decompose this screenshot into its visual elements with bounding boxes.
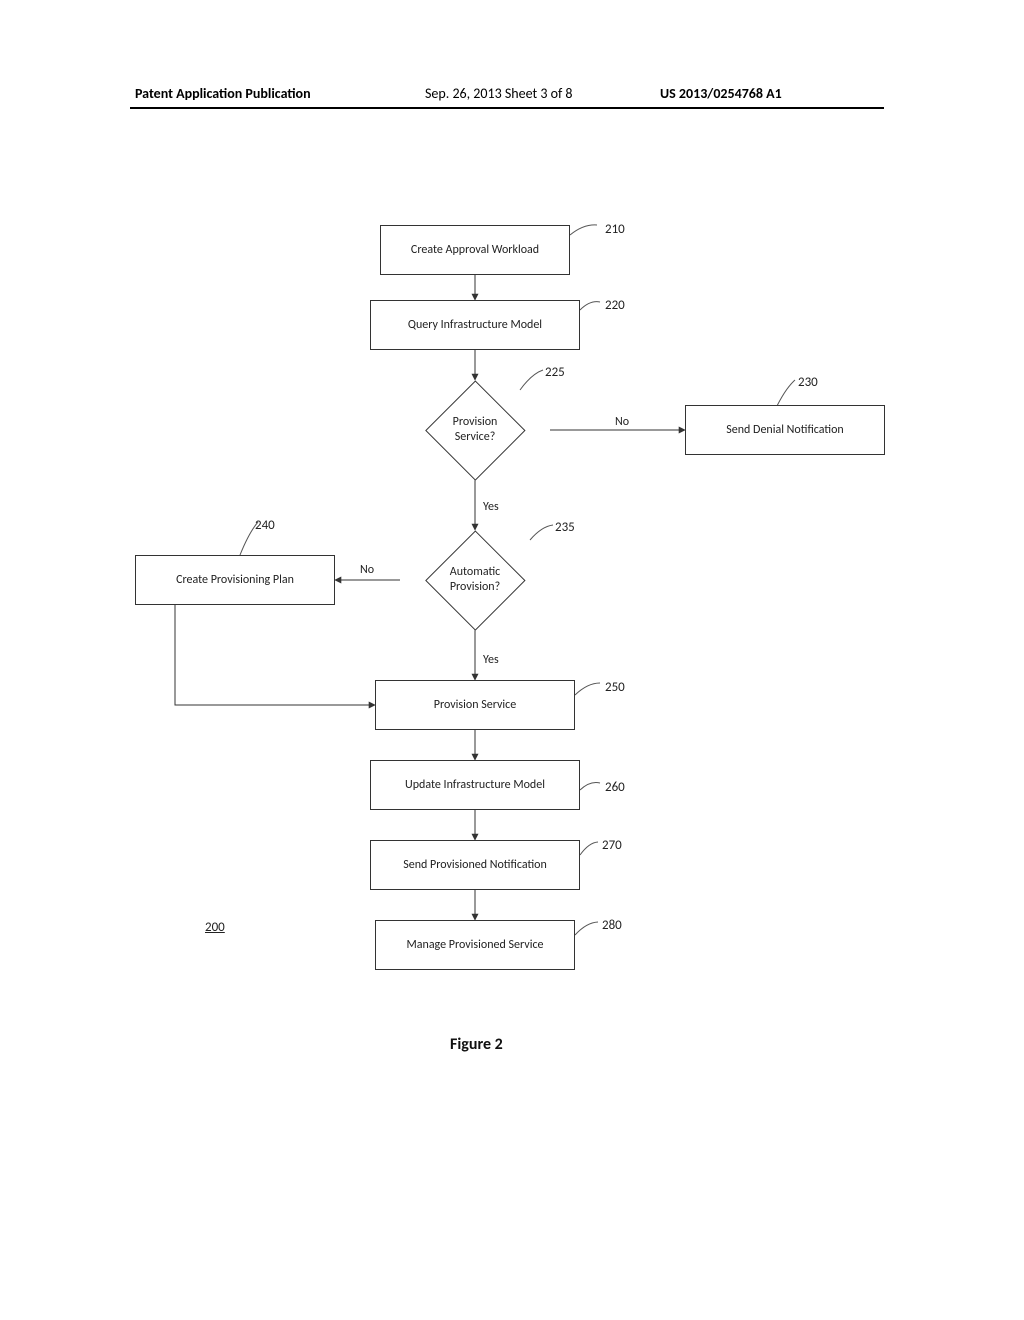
node-n230: Send Denial Notification — [685, 405, 885, 455]
header-mid: Sep. 26, 2013 Sheet 3 of 8 — [425, 85, 573, 102]
ref-tick-260 — [580, 782, 600, 790]
ref-220: 220 — [605, 298, 625, 313]
node-n220: Query Infrastructure Model — [370, 300, 580, 350]
page-ref-number: 200 — [205, 920, 225, 935]
node-label-d225: ProvisionService? — [453, 415, 498, 445]
ref-225: 225 — [545, 365, 565, 380]
page-root: Patent Application Publication Sep. 26, … — [0, 0, 1024, 1320]
ref-250: 250 — [605, 680, 625, 695]
ref-260: 260 — [605, 780, 625, 795]
edge-6 — [175, 605, 375, 705]
ref-tick-220 — [580, 302, 600, 310]
ref-tick-250 — [575, 683, 600, 695]
ref-280: 280 — [602, 918, 622, 933]
ref-270: 270 — [602, 838, 622, 853]
header-left: Patent Application Publication — [135, 85, 311, 102]
flow-svg — [0, 0, 1024, 1320]
ref-tick-280 — [575, 922, 598, 935]
node-d235: AutomaticProvision? — [400, 530, 550, 630]
node-n250: Provision Service — [375, 680, 575, 730]
figure-label: Figure 2 — [450, 1035, 503, 1054]
ref-tick-210 — [570, 225, 597, 235]
ref-230: 230 — [798, 375, 818, 390]
ref-tick-270 — [580, 842, 598, 855]
node-n270: Send Provisioned Notification — [370, 840, 580, 890]
node-d225: ProvisionService? — [400, 380, 550, 480]
ref-240: 240 — [255, 518, 275, 533]
header-right: US 2013/0254768 A1 — [660, 85, 782, 102]
ref-210: 210 — [605, 222, 625, 237]
node-n210: Create Approval Workload — [380, 225, 570, 275]
node-label-d235: AutomaticProvision? — [450, 565, 500, 595]
edge-label-3: Yes — [483, 500, 499, 514]
edge-label-4: No — [360, 563, 374, 577]
node-n240: Create Provisioning Plan — [135, 555, 335, 605]
edge-label-2: No — [615, 415, 629, 429]
node-n260: Update Infrastructure Model — [370, 760, 580, 810]
header-rule — [130, 107, 884, 109]
node-n280: Manage Provisioned Service — [375, 920, 575, 970]
ref-235: 235 — [555, 520, 575, 535]
edge-label-5: Yes — [483, 653, 499, 667]
